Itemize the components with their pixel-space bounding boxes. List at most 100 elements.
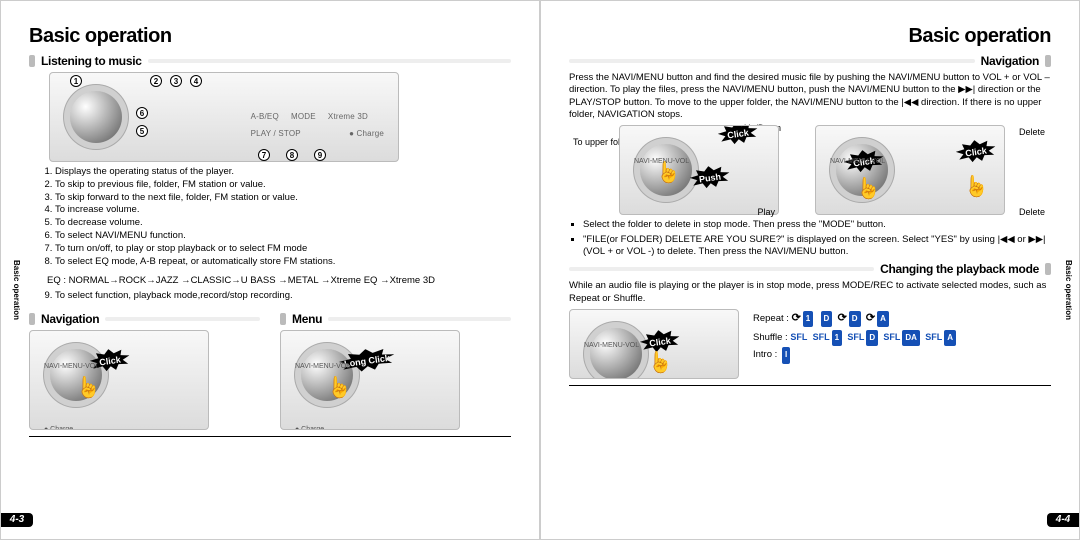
- nav-figures: Up/Down To upper folder Click Push ☝ Pla…: [569, 125, 1051, 215]
- section-navigation-r: Navigation: [569, 54, 1051, 68]
- list-item: To select EQ mode, A-B repeat, or automa…: [55, 256, 511, 269]
- section-menu: Menu: [280, 312, 511, 326]
- mode-row: Click ☝ Repeat : ⟳1 D ⟳D ⟳A Shuffle : SF…: [569, 309, 1051, 379]
- hand-icon: ☝: [648, 350, 673, 375]
- device-nav: Click ☝: [29, 330, 209, 430]
- device-menu: Long Click ☝: [280, 330, 460, 430]
- device-nav-1: Click Push ☝: [619, 125, 779, 215]
- burst-click: Click: [89, 347, 132, 376]
- badge: DA: [902, 330, 920, 346]
- section-label: Menu: [292, 312, 322, 326]
- section-rule: [569, 59, 975, 63]
- burst-click: Click: [717, 125, 760, 149]
- page-left: Basic operation Listening to music 1 2 3…: [0, 0, 540, 540]
- hand-icon: ☝: [76, 375, 101, 400]
- hand-icon: ☝: [327, 375, 352, 400]
- callout-9: 9: [314, 149, 326, 161]
- shuffle-label: Shuffle :: [753, 332, 788, 343]
- badge: A: [877, 311, 889, 327]
- device-mode: Click ☝: [569, 309, 739, 379]
- section-rule: [148, 59, 511, 63]
- list-item: Displays the operating status of the pla…: [55, 166, 511, 179]
- side-tab-left: Basic operation: [7, 256, 21, 324]
- callout-8: 8: [286, 149, 298, 161]
- section-marker: [280, 313, 286, 325]
- footer-rule: [29, 436, 511, 437]
- annot-play: Play: [757, 207, 775, 217]
- callout-1: 1: [70, 75, 82, 87]
- feature-list: Displays the operating status of the pla…: [55, 166, 511, 269]
- section-marker: [29, 313, 35, 325]
- delete-bullets: Select the folder to delete in stop mode…: [583, 219, 1051, 258]
- badge: A: [944, 330, 956, 346]
- list-item: To skip to previous file, folder, FM sta…: [55, 179, 511, 192]
- menu-col: Menu Long Click ☝: [280, 308, 511, 430]
- loop-icon: ⟳: [866, 309, 875, 329]
- badge: 1: [832, 330, 842, 346]
- callout-5: 5: [136, 125, 148, 137]
- page-title-left: Basic operation: [29, 25, 511, 48]
- section-marker: [29, 55, 35, 67]
- badge: D: [866, 330, 878, 346]
- device-nav-2: Click Click ☝ ☝: [815, 125, 1005, 215]
- section-marker: [1045, 55, 1051, 67]
- callout-2: 2: [150, 75, 162, 87]
- list-item: To select NAVI/MENU function.: [55, 230, 511, 243]
- section-navigation: Navigation: [29, 312, 260, 326]
- list-item: To increase volume.: [55, 204, 511, 217]
- page-number-left: 4-3: [1, 513, 33, 527]
- section-label: Navigation: [41, 312, 99, 326]
- page-title-right: Basic operation: [569, 25, 1051, 48]
- annot-delete2: Delete: [1019, 207, 1045, 217]
- burst-click: Click: [843, 148, 886, 177]
- section-label: Changing the playback mode: [880, 262, 1039, 276]
- page-right: Basic operation Navigation Press the NAV…: [540, 0, 1080, 540]
- badge: D: [821, 311, 833, 327]
- intro-row: Intro : I: [753, 346, 956, 363]
- section-rule: [105, 317, 260, 321]
- annot-delete: Delete: [1019, 127, 1045, 137]
- intro-label: Intro :: [753, 349, 777, 360]
- section-label: Listening to music: [41, 54, 142, 68]
- shuffle-row: Shuffle : SFL SFL1 SFLD SFLDA SFLA: [753, 329, 956, 346]
- device-diagram: 1 2 3 4 5 6 7 8 9: [49, 72, 399, 162]
- playback-para: While an audio file is playing or the pl…: [569, 280, 1051, 305]
- burst-push: Push: [689, 164, 732, 193]
- feature-list-cont: To select function, playback mode,record…: [55, 290, 511, 303]
- list-item: "FILE(or FOLDER) DELETE ARE YOU SURE?" i…: [583, 234, 1051, 259]
- list-item: Select the folder to delete in stop mode…: [583, 219, 1051, 231]
- section-listening: Listening to music: [29, 54, 511, 68]
- section-marker: [1045, 263, 1051, 275]
- callout-7: 7: [258, 149, 270, 161]
- eq-line: EQ : NORMAL→ROCK→JAZZ →CLASSIC→U BASS →M…: [47, 275, 511, 286]
- list-item: To skip forward to the next file, folder…: [55, 192, 511, 205]
- sfl: SFL: [883, 332, 900, 342]
- callout-6: 6: [136, 107, 148, 119]
- loop-icon: ⟳: [838, 309, 847, 329]
- sfl: SFL: [847, 332, 864, 342]
- list-item: To decrease volume.: [55, 217, 511, 230]
- hand-icon: ☝: [656, 160, 681, 185]
- mode-labels: Repeat : ⟳1 D ⟳D ⟳A Shuffle : SFL SFL1 S…: [753, 309, 956, 364]
- loop-icon: ⟳: [792, 309, 801, 329]
- repeat-label: Repeat :: [753, 313, 789, 324]
- badge: D: [849, 311, 861, 327]
- list-item: To turn on/off, to play or stop playback…: [55, 243, 511, 256]
- nav-menu-row: Navigation Click ☝ Menu Long Click ☝: [29, 308, 511, 430]
- nav-col: Navigation Click ☝: [29, 308, 260, 430]
- badge: 1: [803, 311, 813, 327]
- footer-rule: [569, 385, 1051, 386]
- section-playback: Changing the playback mode: [569, 262, 1051, 276]
- sfl: SFL: [790, 332, 807, 342]
- burst-click: Click: [955, 138, 998, 167]
- nav-fig-2: Delete Click Click ☝ ☝ Delete: [815, 125, 1051, 215]
- section-rule: [569, 267, 874, 271]
- side-tab-right: Basic operation: [1059, 256, 1073, 324]
- nav-fig-1: Up/Down To upper folder Click Push ☝ Pla…: [569, 125, 805, 215]
- section-rule: [328, 317, 511, 321]
- hand-icon: ☝: [856, 176, 881, 201]
- repeat-row: Repeat : ⟳1 D ⟳D ⟳A: [753, 309, 956, 329]
- callout-3: 3: [170, 75, 182, 87]
- list-item: To select function, playback mode,record…: [55, 290, 511, 303]
- nav-paragraph: Press the NAVI/MENU button and find the …: [569, 72, 1051, 121]
